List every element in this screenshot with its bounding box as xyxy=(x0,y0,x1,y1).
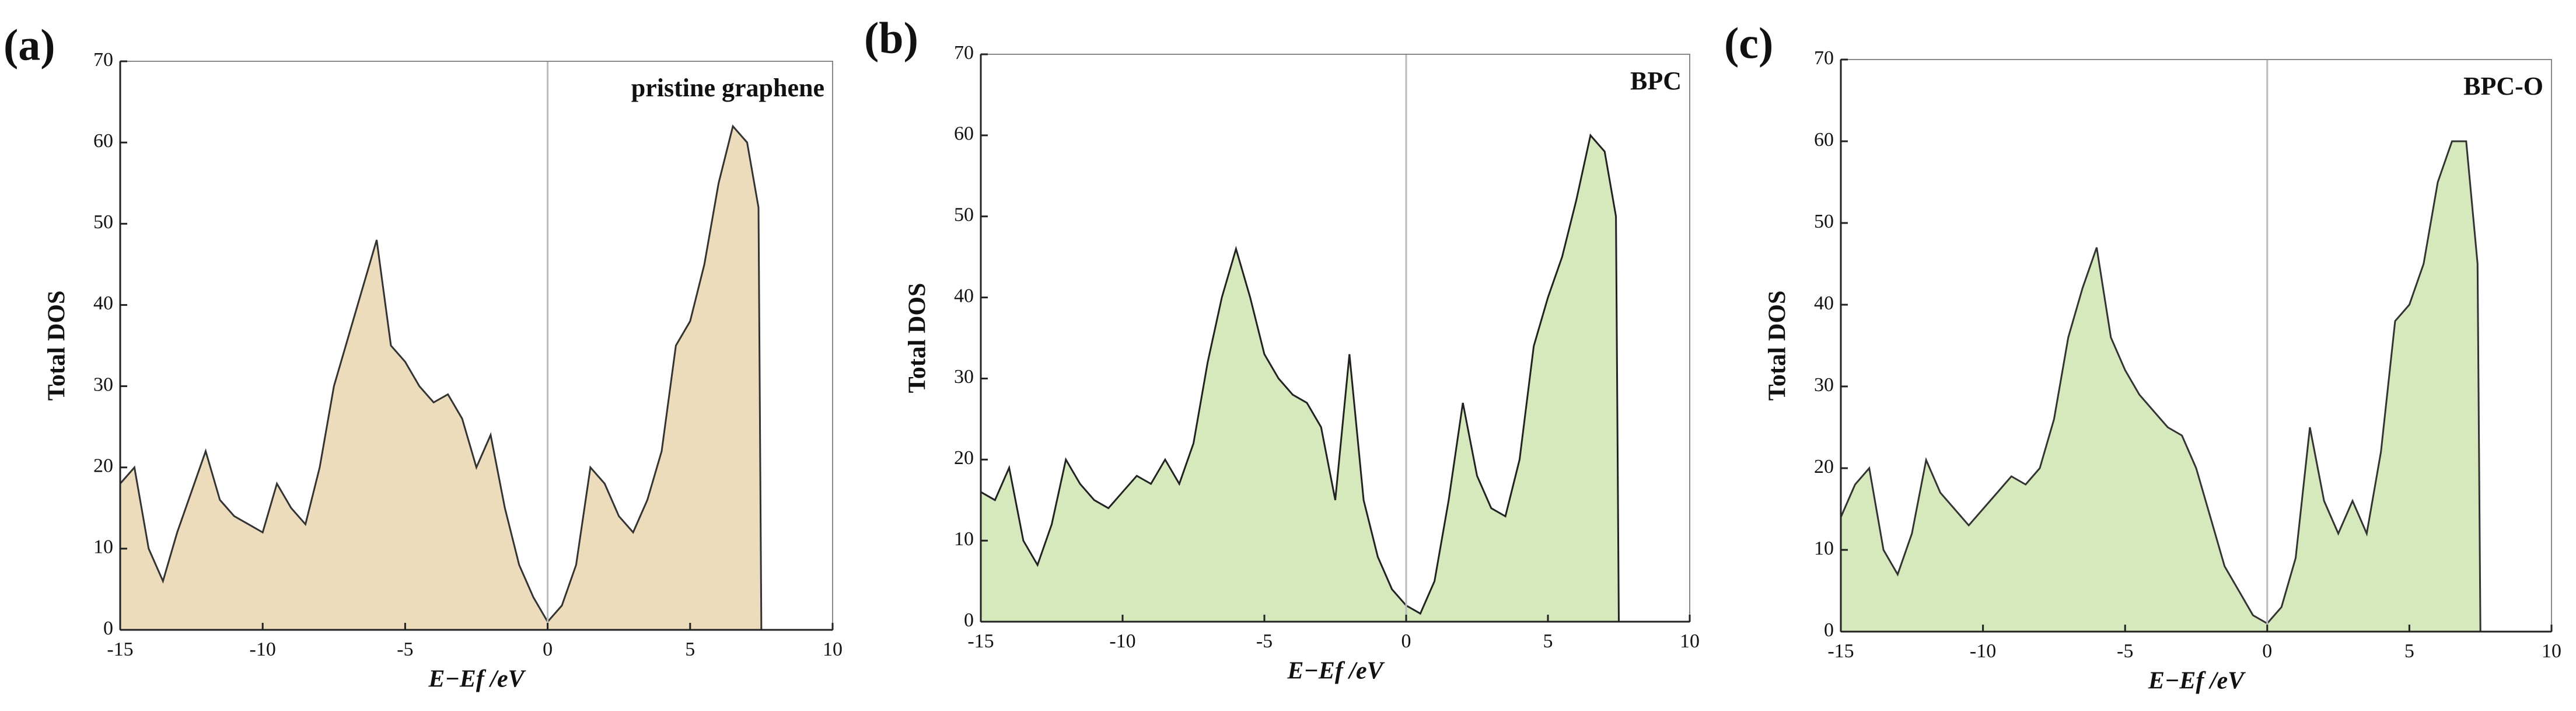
y-tick-label: 30 xyxy=(93,374,113,395)
panel-label: (b) xyxy=(864,13,918,62)
x-axis-label: E−Ef /eV xyxy=(2148,668,2246,695)
y-tick-label: 50 xyxy=(954,204,974,226)
y-tick-label: 20 xyxy=(93,455,113,477)
x-tick-label: -10 xyxy=(1970,640,1996,662)
x-tick-label: 5 xyxy=(2404,640,2414,662)
y-axis-label: Total DOS xyxy=(904,283,931,393)
y-tick-label: 60 xyxy=(1814,129,1834,151)
y-tick-label: 0 xyxy=(964,609,974,631)
x-axis-label: E−Ef /eV xyxy=(428,666,526,693)
x-tick-label: -5 xyxy=(2117,640,2133,662)
y-tick-label: 40 xyxy=(93,292,113,314)
panel: 0 10 20 30 40 50 60 70 -15 -10 -5 0 5 10 E−Ef /eV Total… xyxy=(864,13,1700,684)
x-tick-label: 0 xyxy=(543,639,553,660)
dos-line xyxy=(980,133,1620,622)
x-tick-label: 10 xyxy=(823,639,843,660)
y-tick-label: 0 xyxy=(103,618,113,639)
y-axis-label: Total DOS xyxy=(44,291,71,401)
y-tick-label: 30 xyxy=(1814,374,1834,396)
y-tick-label: 10 xyxy=(954,528,974,550)
y-tick-label: 60 xyxy=(93,130,113,152)
annotation: pristine graphene xyxy=(631,74,824,102)
x-tick-label: -15 xyxy=(967,630,994,652)
y-tick-label: 70 xyxy=(93,49,113,71)
x-tick-label: 10 xyxy=(2542,640,2561,662)
x-tick-label: -15 xyxy=(1827,640,1854,662)
y-tick-label: 40 xyxy=(954,285,974,306)
x-tick-label: 0 xyxy=(1401,630,1411,652)
dos-line xyxy=(1840,140,2481,632)
x-tick-label: -10 xyxy=(250,639,276,660)
panel: 0 10 20 30 40 50 60 70 -15 -10 -5 0 5 10 E−Ef /eV Total… xyxy=(1724,19,2561,694)
y-axis-label: Total DOS xyxy=(1764,291,1791,401)
y-tick-label: 30 xyxy=(954,366,974,388)
y-tick-label: 50 xyxy=(1814,211,1834,232)
x-tick-label: 10 xyxy=(1680,630,1700,652)
y-tick-label: 0 xyxy=(1824,619,1834,641)
y-tick-label: 60 xyxy=(954,123,974,145)
x-tick-label: -15 xyxy=(107,639,133,660)
x-tick-label: 5 xyxy=(1543,630,1553,652)
x-tick-label: -10 xyxy=(1109,630,1135,652)
y-tick-label: 20 xyxy=(954,447,974,469)
panel: 0 10 20 30 40 50 60 70 -15 -10 -5 0 5 10 E−Ef /eV Total… xyxy=(4,20,843,692)
y-tick-label: 50 xyxy=(93,211,113,233)
y-tick-label: 10 xyxy=(1814,538,1834,559)
panel-label: (c) xyxy=(1724,19,1773,68)
area-fill xyxy=(981,135,1619,622)
annotation: BPC xyxy=(1630,67,1682,95)
x-tick-label: 5 xyxy=(685,639,695,660)
area-fill xyxy=(120,126,761,630)
y-tick-label: 70 xyxy=(1814,47,1834,69)
area-fill xyxy=(1841,141,2481,632)
x-tick-label: -5 xyxy=(397,639,413,660)
y-tick-label: 20 xyxy=(1814,456,1834,478)
x-tick-label: 0 xyxy=(2262,640,2272,662)
y-tick-label: 10 xyxy=(93,536,113,558)
x-tick-label: -5 xyxy=(1256,630,1273,652)
dos-line xyxy=(119,124,763,630)
annotation: BPC-O xyxy=(2463,72,2543,100)
y-tick-label: 70 xyxy=(954,42,974,64)
panel-label: (a) xyxy=(4,20,55,69)
y-tick-label: 40 xyxy=(1814,292,1834,314)
x-axis-label: E−Ef /eV xyxy=(1287,658,1385,685)
